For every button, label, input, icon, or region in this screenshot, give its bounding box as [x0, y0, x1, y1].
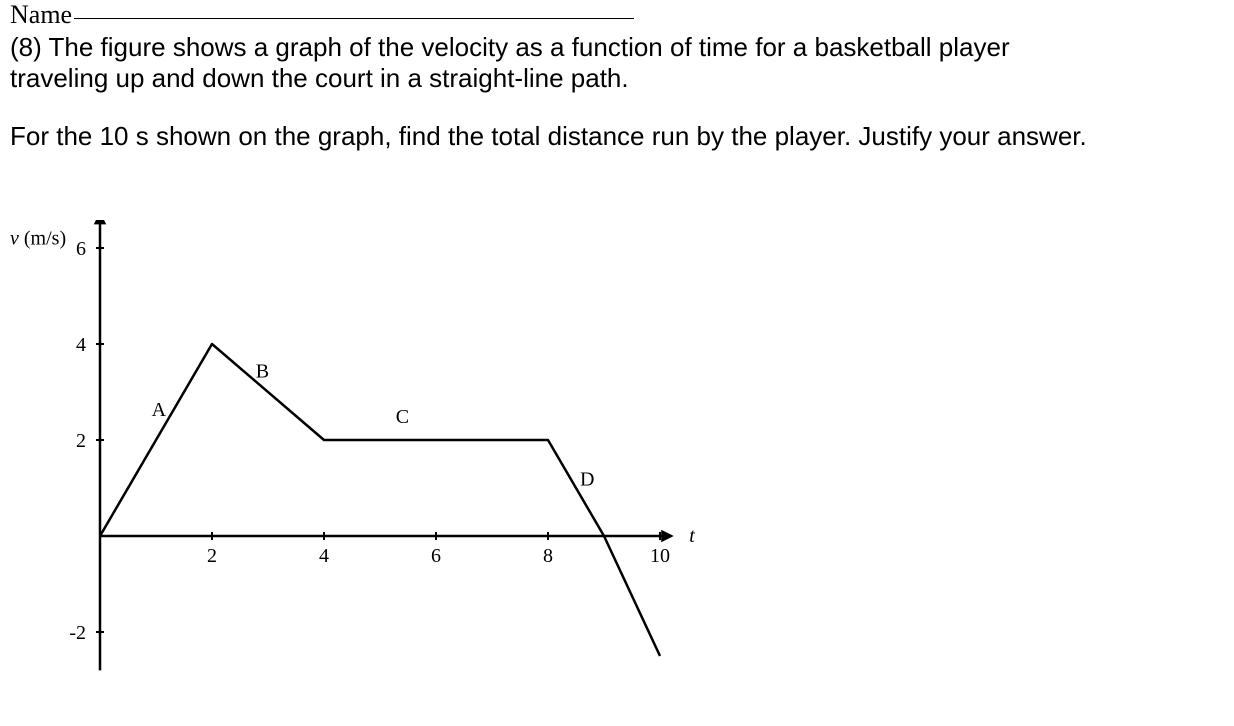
y-tick-label: -2 — [69, 622, 86, 644]
segment-label-b: B — [256, 361, 269, 383]
x-tick-label: 10 — [650, 545, 670, 567]
x-tick-label: 4 — [319, 545, 329, 567]
velocity-series — [100, 344, 660, 656]
velocity-time-chart: 2 4 6 8 10 -2 2 4 6 v (m/s) t (s) A B C D — [0, 220, 700, 705]
x-tick-label: 8 — [543, 545, 553, 567]
x-axis-label: t (s) — [689, 525, 700, 547]
name-field-row: Name — [10, 0, 1224, 30]
question-text: (8) The figure shows a graph of the velo… — [10, 32, 1110, 152]
velocity-time-chart-svg: 2 4 6 8 10 -2 2 4 6 v (m/s) t (s) A B C D — [0, 220, 700, 700]
segment-label-d: D — [580, 469, 594, 491]
y-tick-label: 2 — [76, 430, 86, 452]
name-underline — [74, 17, 634, 19]
x-tick-label: 6 — [431, 545, 441, 567]
question-paragraph-1: (8) The figure shows a graph of the velo… — [10, 32, 1110, 93]
x-tick-label: 2 — [207, 545, 217, 567]
y-tick-label: 6 — [76, 238, 86, 260]
question-paragraph-2: For the 10 s shown on the graph, find th… — [10, 121, 1110, 152]
segment-label-c: C — [396, 406, 409, 428]
question-p1-text: The figure shows a graph of the velocity… — [10, 32, 1010, 93]
question-number: (8) — [10, 32, 49, 62]
y-tick-label: 4 — [76, 334, 86, 356]
name-label: Name — [10, 0, 72, 30]
y-axis-label: v (m/s) — [10, 227, 66, 249]
segment-label-a: A — [152, 399, 167, 421]
